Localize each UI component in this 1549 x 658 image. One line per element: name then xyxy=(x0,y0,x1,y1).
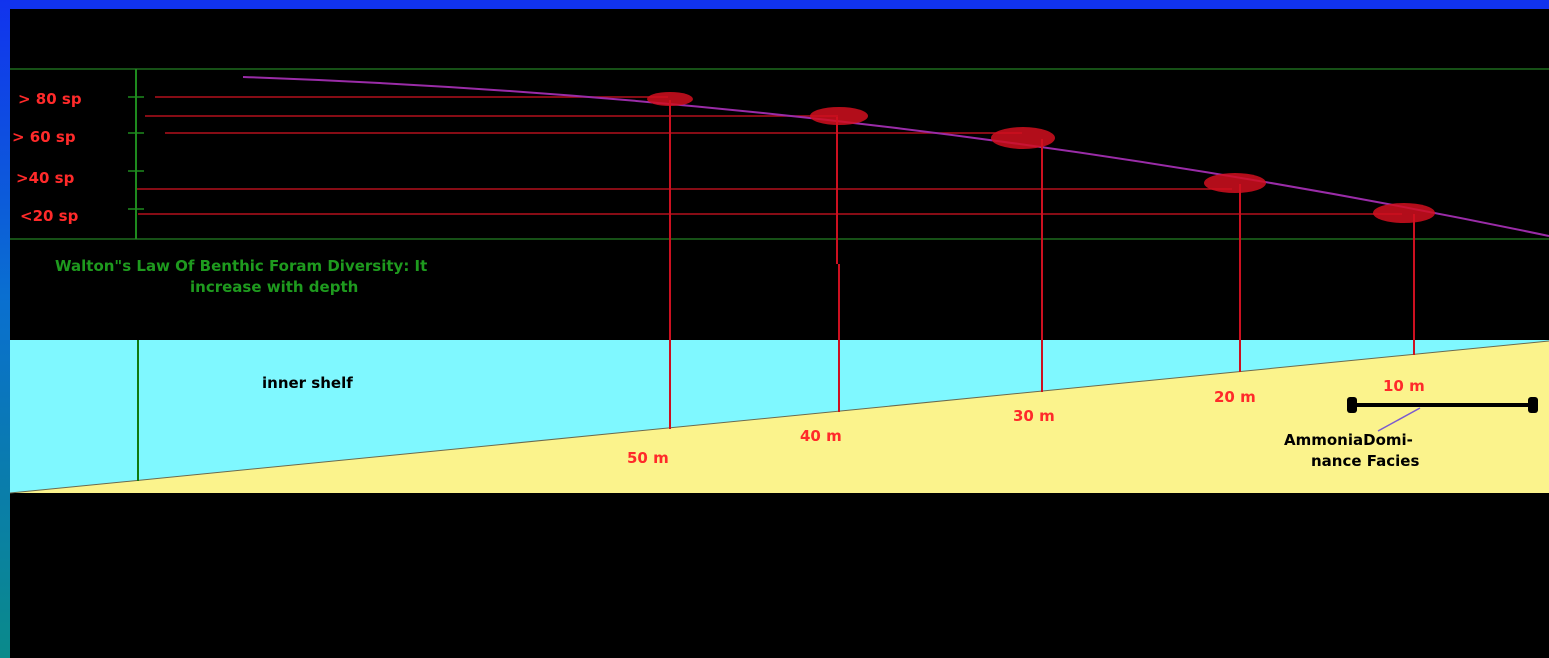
law-caption-line2: increase with depth xyxy=(190,278,358,296)
depth-label: 50 m xyxy=(627,449,669,467)
diversity-level-label: >40 sp xyxy=(16,169,75,187)
sea-floor-line xyxy=(9,340,1549,494)
diversity-marker xyxy=(810,107,868,125)
diversity-curve xyxy=(242,76,1549,237)
facies-label-line2: nance Facies xyxy=(1311,452,1419,470)
facies-label-line1: AmmoniaDomi- xyxy=(1284,431,1413,449)
frame-left-bar xyxy=(0,0,10,658)
law-caption-line1: Walton"s Law Of Benthic Foram Diversity:… xyxy=(55,257,427,275)
diversity-level-label: > 80 sp xyxy=(18,90,82,108)
depth-label: 20 m xyxy=(1214,388,1256,406)
diversity-marker xyxy=(1204,173,1266,193)
zone-label: inner shelf xyxy=(262,374,353,392)
diversity-marker xyxy=(647,92,693,106)
depth-label: 30 m xyxy=(1013,407,1055,425)
diversity-level-label: <20 sp xyxy=(20,207,79,225)
depth-label: 10 m xyxy=(1383,377,1425,395)
facies-pointer xyxy=(1377,407,1421,432)
diversity-level-label: > 60 sp xyxy=(12,128,76,146)
diversity-marker xyxy=(1373,203,1435,223)
facies-range-cap-left xyxy=(1347,397,1357,413)
diversity-marker xyxy=(991,127,1055,149)
facies-range-cap-right xyxy=(1528,397,1538,413)
depth-label: 40 m xyxy=(800,427,842,445)
frame-top-bar xyxy=(0,0,1549,9)
